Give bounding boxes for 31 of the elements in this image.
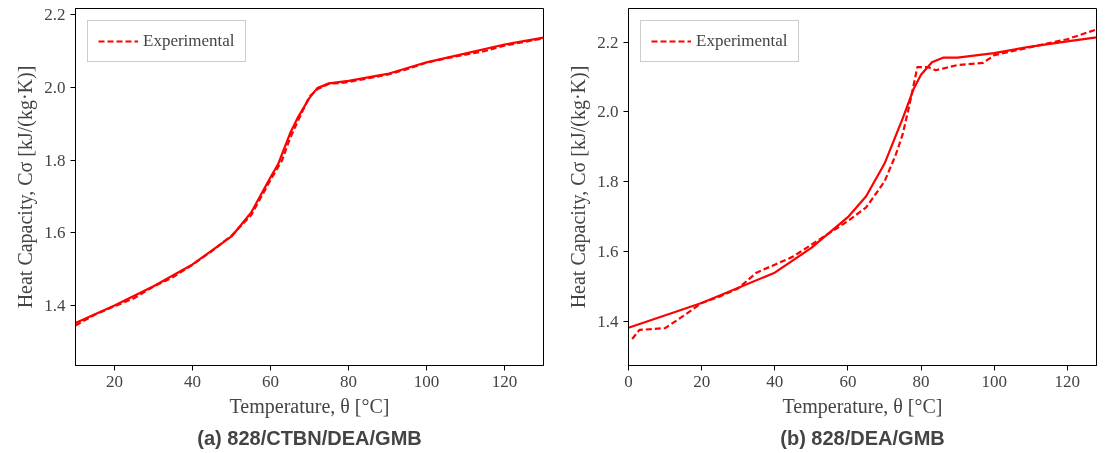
y-tick-label: 2.2 xyxy=(597,32,619,52)
y-tick-label: 1.6 xyxy=(597,241,619,261)
x-tick-label: 120 xyxy=(1054,371,1080,391)
y-tick-label: 2.2 xyxy=(44,5,66,25)
y-tick-label: 2.0 xyxy=(44,77,66,97)
x-tick-label: 40 xyxy=(766,371,784,391)
y-tick-label: 1.6 xyxy=(44,223,66,243)
x-axis-title: Temperature, θ [°C] xyxy=(782,394,943,418)
y-tick-label: 1.8 xyxy=(597,172,619,192)
y-axis-title: Heat Capacity, Cσ [kJ/(kg·K)] xyxy=(14,65,38,309)
y-axis-title: Heat Capacity, Cσ [kJ/(kg·K)] xyxy=(567,65,591,309)
x-tick-label: 100 xyxy=(413,371,440,391)
y-tick-label: 1.4 xyxy=(44,296,66,316)
x-tick-label: 60 xyxy=(839,371,857,391)
text: (b) 828/DEA/GMB xyxy=(780,426,945,449)
text: (a) 828/CTBN/DEA/GMB xyxy=(197,426,422,449)
x-tick-label: 0 xyxy=(624,371,633,391)
y-tick-label: 1.8 xyxy=(44,150,66,170)
x-tick-label: 80 xyxy=(912,371,930,391)
legend-label: Experimental xyxy=(143,31,235,51)
y-tick-label: 2.0 xyxy=(597,102,619,122)
x-tick-label: 80 xyxy=(340,371,357,391)
legend-label: Experimental xyxy=(696,31,788,51)
x-tick-label: 120 xyxy=(491,371,518,391)
x-tick-label: 100 xyxy=(981,371,1007,391)
x-tick-label: 20 xyxy=(693,371,711,391)
x-axis-title: Temperature, θ [°C] xyxy=(229,394,390,418)
x-tick-label: 20 xyxy=(106,371,123,391)
y-tick-label: 1.4 xyxy=(597,311,619,331)
x-tick-label: 60 xyxy=(262,371,279,391)
x-tick-label: 40 xyxy=(184,371,201,391)
